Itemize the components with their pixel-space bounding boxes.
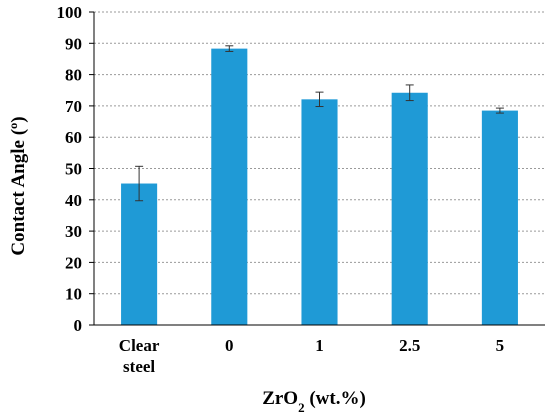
y-tick-label: 0 [74, 316, 83, 335]
x-axis-title: ZrO2 (wt.%) [262, 388, 366, 415]
axes [89, 11, 545, 326]
y-tick-label: 90 [65, 34, 82, 53]
error-bar [225, 45, 234, 52]
x-tick-labels: Clear steel 0 1 2.5 5 [119, 336, 504, 376]
x-tick-label: 1 [315, 336, 324, 355]
error-bar [315, 91, 324, 108]
error-bar [405, 84, 414, 102]
y-tick-label: 20 [65, 253, 82, 272]
bar [391, 92, 428, 325]
error-bars [135, 45, 504, 202]
bar [121, 183, 158, 325]
bars [121, 48, 518, 326]
x-tick-label: 5 [496, 336, 505, 355]
y-tick-label: 40 [65, 191, 82, 210]
bar [211, 48, 248, 325]
y-tick-label: 30 [65, 222, 82, 241]
y-tick-label: 100 [57, 3, 83, 22]
x-tick-label: 2.5 [399, 336, 420, 355]
y-tick-label: 80 [65, 66, 82, 85]
y-tick-label: 60 [65, 128, 82, 147]
error-bar [495, 107, 504, 114]
y-tick-labels: 0 10 20 30 40 50 60 70 80 90 100 [57, 3, 83, 335]
y-tick-label: 10 [65, 285, 82, 304]
y-tick-label: 70 [65, 97, 82, 116]
x-tick-label: Clear steel [119, 336, 160, 376]
bar [481, 110, 518, 325]
x-tick-label: 0 [225, 336, 234, 355]
y-tick-label: 50 [65, 160, 82, 179]
bar [301, 99, 338, 326]
error-bar [135, 165, 144, 202]
y-axis-title: Contact Angle (º) [8, 116, 29, 255]
